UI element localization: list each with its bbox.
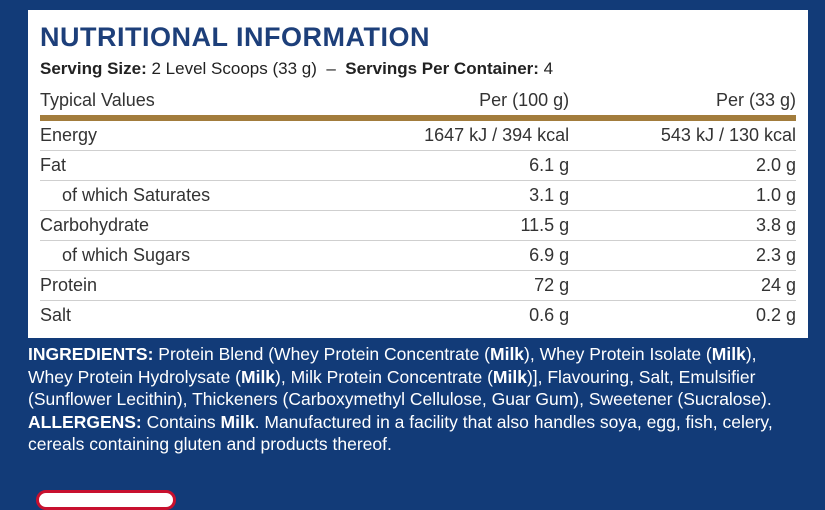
header-cell: Per (100 g) xyxy=(325,88,570,121)
ingredients-text: ), Whey Protein Isolate ( xyxy=(524,344,712,364)
ingredients-text: Contains xyxy=(141,411,221,432)
servings-label: Servings Per Container: xyxy=(345,59,539,78)
ingredients-text: INGREDIENTS: xyxy=(28,344,154,364)
table-row: of which Sugars 6.9 g 2.3 g xyxy=(40,240,796,271)
ingredients-text: ), Whey Protein Hydrolysate ( xyxy=(28,344,757,387)
table-cell: 0.6 g xyxy=(529,305,570,325)
ingredients-text: ), Milk Protein Concentrate ( xyxy=(275,366,493,387)
table-cell: of which Saturates xyxy=(40,180,326,211)
table-cell: of which Sugars xyxy=(40,240,326,271)
ingredients-text: Milk xyxy=(492,366,527,387)
table-cell: 3.1 g xyxy=(325,180,570,211)
table-cell: 543 kJ / 130 kcal xyxy=(569,118,796,151)
table-row: Protein 72 g 24 g xyxy=(40,270,796,301)
header-cell: Per (33 g) xyxy=(569,88,796,121)
ingredients-text: . Manufactured in a facility that also h… xyxy=(28,411,773,455)
ingredients-text: )], Flavouring, Salt, Emulsifier (Sunflo… xyxy=(28,366,772,410)
serving-label: Serving Size: xyxy=(40,59,147,78)
table-row: Energy 1647 kJ / 394 kcal 543 kJ / 130 kca… xyxy=(40,118,796,151)
table-cell: Energy xyxy=(40,118,326,151)
table-cell: Protein xyxy=(40,270,326,301)
ingredients: INGREDIENTS: Protein Blend (Whey Protein… xyxy=(28,343,803,456)
servings-value: 4 xyxy=(543,59,554,78)
table-cell: Carbohydrate xyxy=(40,210,326,241)
table-cell: 0.2 g xyxy=(755,305,796,325)
title: NUTRITIONAL INFORMATION xyxy=(40,22,430,52)
nutrition-panel: NUTRITIONAL INFORMATION Serving Size: 2 … xyxy=(28,10,808,338)
header-row: Typical Values Per (100 g) Per (33 g) xyxy=(40,88,796,121)
table-cell: 24 g xyxy=(569,270,796,301)
table-cell: Salt xyxy=(40,305,72,325)
table-cell: 1.0 g xyxy=(569,180,796,211)
logo-fragment xyxy=(36,490,176,510)
serving-info: Serving Size: 2 Level Scoops (33 g) – Se… xyxy=(40,58,796,80)
table-cell: 6.1 g xyxy=(325,150,570,181)
header-cell: Typical Values xyxy=(40,88,326,121)
ingredients-text: Protein Blend (Whey Protein Concentrate … xyxy=(153,344,490,364)
ingredients-text: Milk xyxy=(220,411,255,432)
table-cell: 3.8 g xyxy=(569,210,796,241)
table-cell: Fat xyxy=(40,150,326,181)
table-row: of which Saturates 3.1 g 1.0 g xyxy=(40,180,796,211)
nutrition-table: Typical Values Per (100 g) Per (33 g) Ener… xyxy=(40,88,796,330)
separator: – xyxy=(326,59,336,78)
table-cell: 1647 kJ / 394 kcal xyxy=(325,118,570,151)
table-cell: 72 g xyxy=(325,270,570,301)
table-cell: 2.0 g xyxy=(569,150,796,181)
ingredients-text: Milk xyxy=(241,366,276,387)
table-cell: 6.9 g xyxy=(325,240,570,271)
table-cell: 2.3 g xyxy=(569,240,796,271)
table-row: Salt 0.6 g 0.2 g xyxy=(40,301,796,331)
ingredients-text: ALLERGENS: xyxy=(28,411,142,432)
ingredients-text: Milk xyxy=(711,344,746,364)
table-row: Fat 6.1 g 2.0 g xyxy=(40,150,796,181)
table-row: Carbohydrate 11.5 g 3.8 g xyxy=(40,210,796,241)
table-cell: 11.5 g xyxy=(325,210,570,241)
ingredients-text: Milk xyxy=(490,344,525,364)
serving-value: 2 Level Scoops (33 g) xyxy=(151,59,317,78)
